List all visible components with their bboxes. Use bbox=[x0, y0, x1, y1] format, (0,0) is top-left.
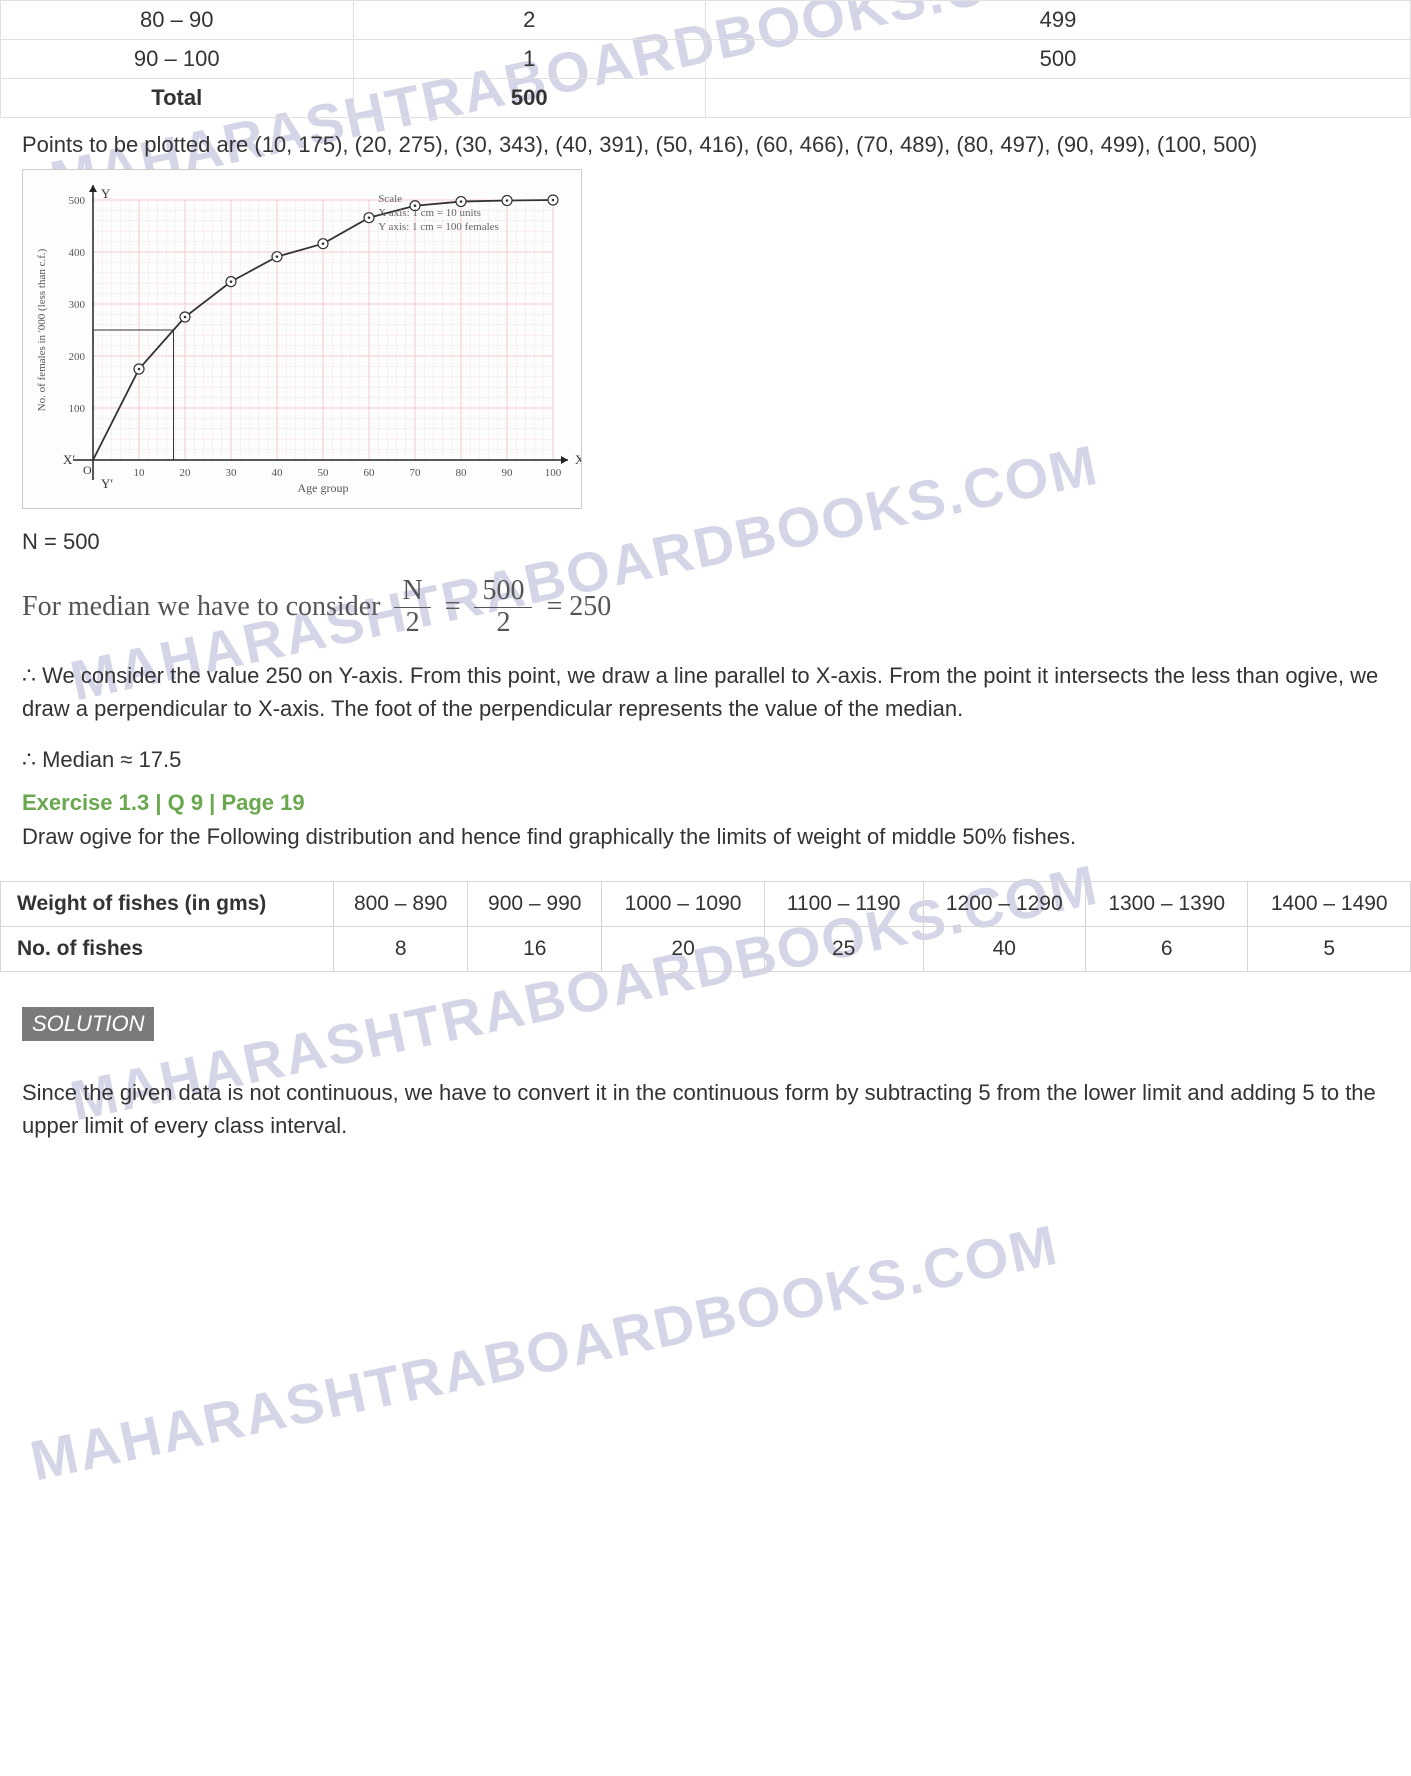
n-line: N = 500 bbox=[0, 515, 1411, 566]
table-cell: 16 bbox=[468, 926, 602, 971]
table-cell: 900 – 990 bbox=[468, 881, 602, 926]
formula-lead: For median we have to consider bbox=[22, 591, 380, 623]
median-result: ∴ Median ≈ 17.5 bbox=[0, 733, 1411, 784]
eq-result: = 250 bbox=[546, 591, 611, 623]
svg-text:X′: X′ bbox=[63, 452, 75, 467]
explain-text: ∴ We consider the value 250 on Y-axis. F… bbox=[0, 649, 1411, 733]
q9-text: Draw ogive for the Following distributio… bbox=[0, 818, 1411, 861]
svg-text:Y: Y bbox=[101, 186, 111, 201]
table-row: Total500 bbox=[1, 79, 1411, 118]
table-cell: 1300 – 1390 bbox=[1085, 881, 1247, 926]
svg-text:200: 200 bbox=[69, 351, 86, 363]
svg-text:100: 100 bbox=[545, 467, 562, 479]
svg-text:Age group: Age group bbox=[298, 481, 349, 495]
table-cell: Total bbox=[1, 79, 354, 118]
table-cell: 1400 – 1490 bbox=[1248, 881, 1411, 926]
table-cell: 80 – 90 bbox=[1, 1, 354, 40]
svg-text:Scale: Scale bbox=[378, 193, 402, 205]
table-cell: 1 bbox=[353, 40, 706, 79]
table-cell: 2 bbox=[353, 1, 706, 40]
svg-text:50: 50 bbox=[318, 467, 330, 479]
frac-d2: 2 bbox=[488, 608, 518, 639]
svg-text:300: 300 bbox=[69, 299, 86, 311]
svg-text:Y′: Y′ bbox=[101, 476, 113, 491]
table-cell: 8 bbox=[334, 926, 468, 971]
svg-text:No. of females in '000 (less t: No. of females in '000 (less than c.f.) bbox=[36, 248, 48, 411]
fishes-table: Weight of fishes (in gms)800 – 890900 – … bbox=[0, 881, 1411, 972]
svg-text:60: 60 bbox=[364, 467, 376, 479]
table-cell: 90 – 100 bbox=[1, 40, 354, 79]
exercise-ref: Exercise 1.3 | Q 9 | Page 19 bbox=[0, 784, 1411, 818]
table-cell: 1100 – 1190 bbox=[764, 881, 923, 926]
median-formula: For median we have to consider N 2 = 500… bbox=[0, 566, 1411, 649]
svg-text:Y axis: 1 cm = 100 females: Y axis: 1 cm = 100 females bbox=[378, 221, 499, 233]
table-cell: 20 bbox=[602, 926, 764, 971]
solution-text: Since the given data is not continuous, … bbox=[0, 1041, 1411, 1150]
svg-text:100: 100 bbox=[69, 403, 86, 415]
solution-badge: SOLUTION bbox=[22, 1007, 154, 1041]
ogive-chart: 10 20 30 40 50 60 70 80 90 100 100 200 300 400 500 Scal… bbox=[22, 169, 582, 509]
watermark: MAHARASHTRABOARDBOOKS.COM bbox=[25, 1212, 1064, 1494]
frac-N: N bbox=[394, 576, 430, 608]
svg-text:X axis: 1 cm = 10 units: X axis: 1 cm = 10 units bbox=[378, 207, 481, 219]
table-cell: 6 bbox=[1085, 926, 1247, 971]
table-row: 90 – 1001500 bbox=[1, 40, 1411, 79]
points-text: Points to be plotted are (10, 175), (20,… bbox=[0, 118, 1411, 169]
table-cell: 1000 – 1090 bbox=[602, 881, 764, 926]
svg-text:400: 400 bbox=[69, 247, 86, 259]
svg-text:70: 70 bbox=[410, 467, 422, 479]
table-cell bbox=[706, 79, 1411, 118]
svg-text:O: O bbox=[83, 463, 92, 477]
table-cell: 500 bbox=[353, 79, 706, 118]
frac-500: 500 bbox=[474, 576, 532, 608]
svg-text:X: X bbox=[575, 452, 582, 467]
fishes-row1-label: Weight of fishes (in gms) bbox=[1, 881, 334, 926]
table-cell: 25 bbox=[764, 926, 923, 971]
table-row: 80 – 902499 bbox=[1, 1, 1411, 40]
table-cell: 500 bbox=[706, 40, 1411, 79]
svg-text:30: 30 bbox=[226, 467, 238, 479]
frac-d1: 2 bbox=[398, 608, 428, 639]
table-cell: 1200 – 1290 bbox=[923, 881, 1085, 926]
svg-text:90: 90 bbox=[502, 467, 514, 479]
svg-text:20: 20 bbox=[180, 467, 192, 479]
fishes-row2-label: No. of fishes bbox=[1, 926, 334, 971]
eq1: = bbox=[445, 591, 461, 623]
table-cell: 5 bbox=[1248, 926, 1411, 971]
svg-text:10: 10 bbox=[134, 467, 146, 479]
svg-text:40: 40 bbox=[272, 467, 284, 479]
table-cell: 499 bbox=[706, 1, 1411, 40]
table-cell: 40 bbox=[923, 926, 1085, 971]
svg-text:80: 80 bbox=[456, 467, 468, 479]
cf-table: 80 – 90249990 – 1001500Total500 bbox=[0, 0, 1411, 118]
table-cell: 800 – 890 bbox=[334, 881, 468, 926]
svg-text:500: 500 bbox=[69, 195, 86, 207]
